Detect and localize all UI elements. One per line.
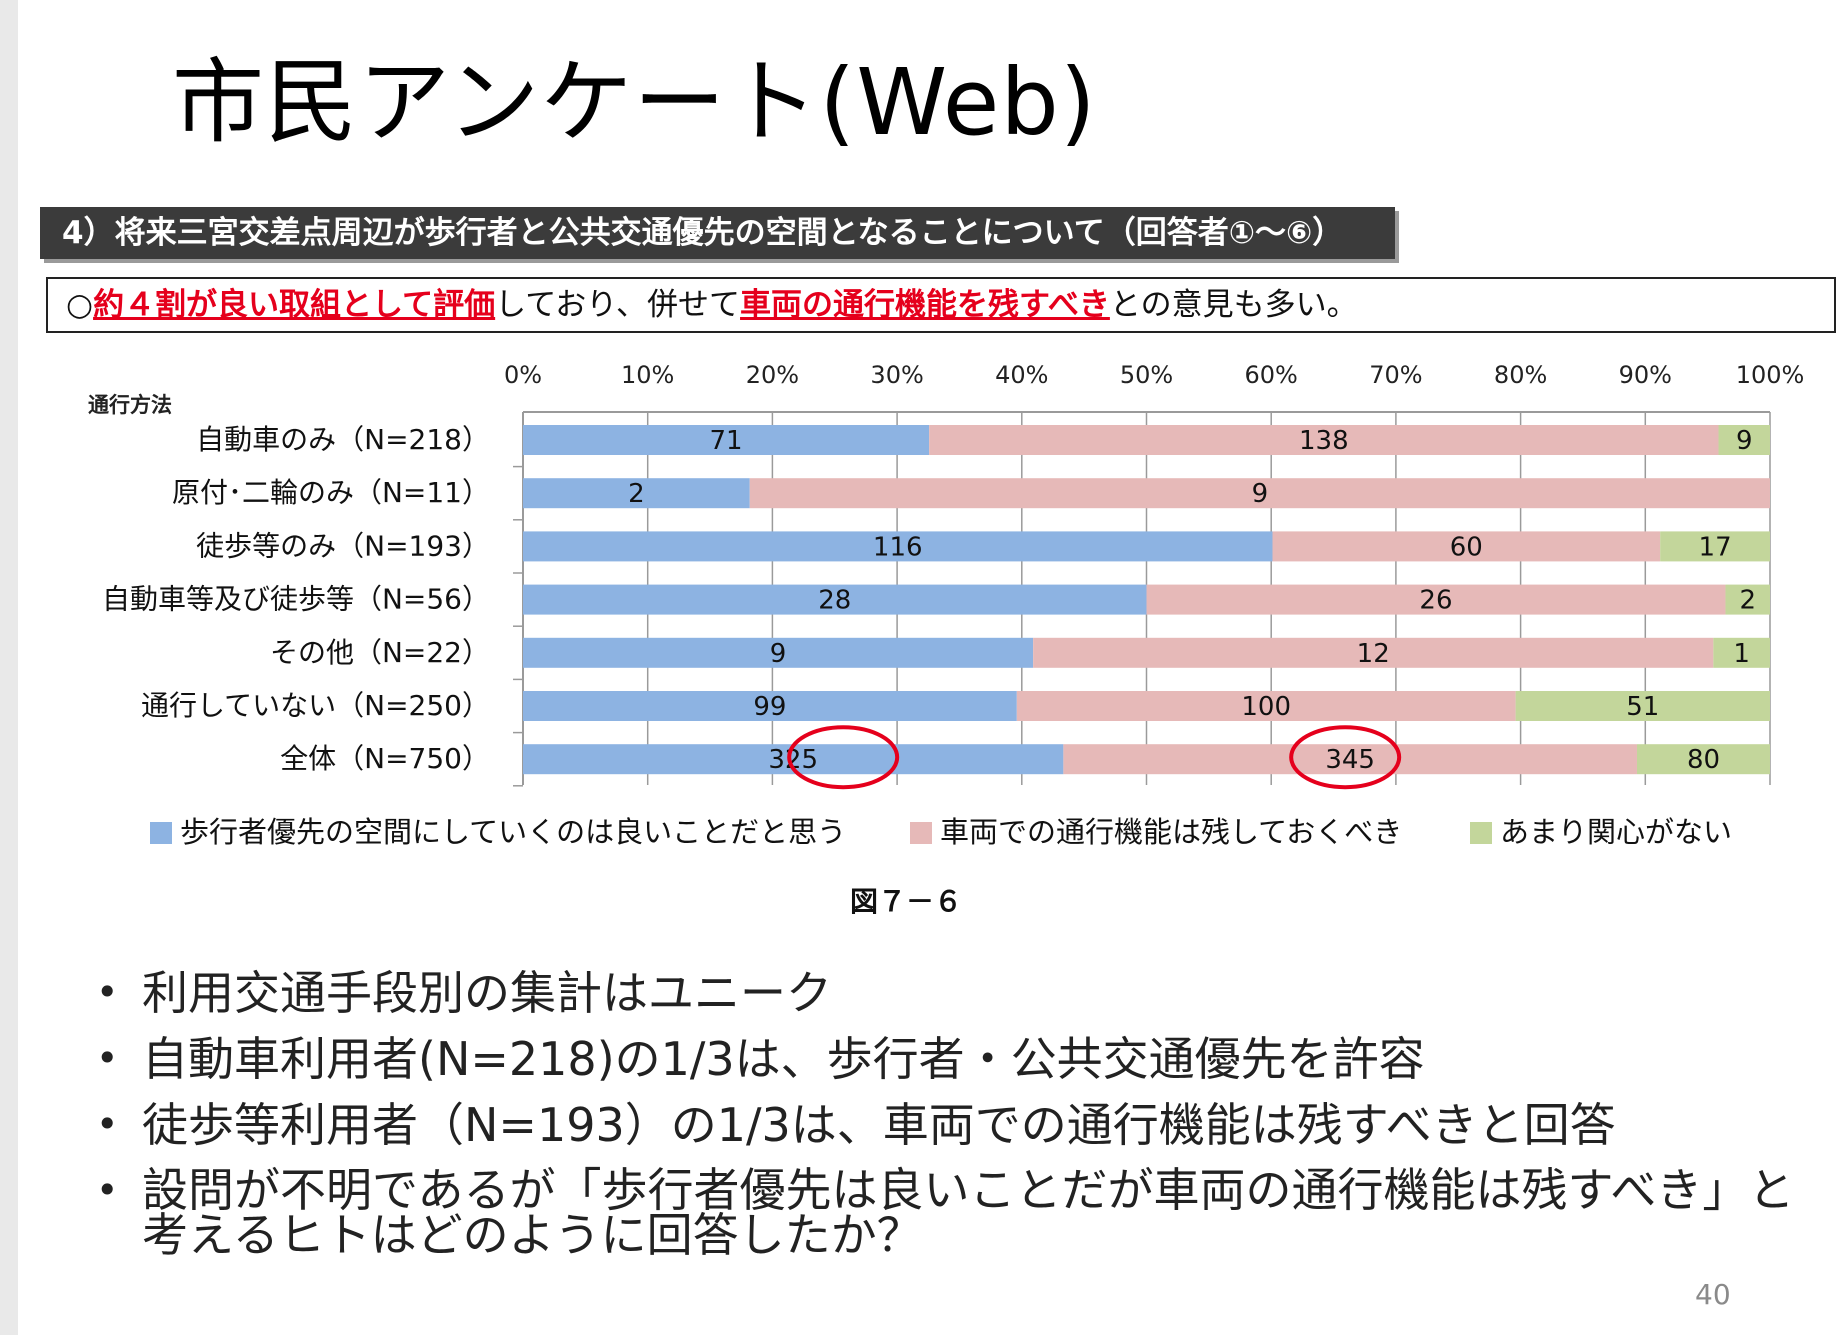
data-label: 71 xyxy=(710,426,743,456)
x-tick-label: 20% xyxy=(746,361,799,389)
data-label: 28 xyxy=(818,586,851,616)
x-tick-label: 10% xyxy=(621,361,674,389)
data-label: 17 xyxy=(1699,532,1732,562)
bullet-item: 利用交通手段別の集計はユニーク xyxy=(96,970,1796,1016)
category-label: 自動車等及び徒歩等（N=56） xyxy=(102,583,490,616)
data-label: 100 xyxy=(1241,692,1291,722)
category-label: 自動車のみ（N=218） xyxy=(196,423,490,456)
bullet-list: 利用交通手段別の集計はユニーク 自動車利用者(N=218)の1/3は、歩行者・公… xyxy=(96,970,1796,1278)
page-number: 40 xyxy=(1695,1278,1731,1311)
slide-left-edge xyxy=(0,0,18,1335)
bar-segment xyxy=(1146,584,1726,615)
bar-segment xyxy=(1725,584,1770,615)
section-heading: 4）将来三宮交差点周辺が歩行者と公共交通優先の空間となることについて（回答者①～… xyxy=(40,207,1395,259)
legend-swatch xyxy=(150,822,172,844)
bar-segment xyxy=(523,531,1273,562)
bar-segment xyxy=(1713,637,1770,668)
category-label: 原付･二輪のみ（N=11） xyxy=(172,476,490,509)
category-label: 全体（N=750） xyxy=(280,742,490,775)
x-tick-label: 90% xyxy=(1619,361,1672,389)
category-axis-title: 通行方法 xyxy=(88,393,172,417)
figure-label: 図７－６ xyxy=(850,885,963,918)
bar-segment xyxy=(749,478,1770,509)
x-tick-label: 40% xyxy=(995,361,1048,389)
bullet-item: 設問が不明であるが「歩行者優先は良いことだが車両の通行機能は残すべき」と考えるヒ… xyxy=(96,1167,1796,1258)
category-label: 通行していない（N=250） xyxy=(141,689,490,722)
bar-segment xyxy=(1033,637,1714,668)
x-tick-label: 30% xyxy=(870,361,923,389)
bar-segment xyxy=(523,584,1147,615)
data-label: 1 xyxy=(1733,639,1750,669)
data-label: 9 xyxy=(1736,426,1753,456)
data-label: 99 xyxy=(753,692,786,722)
data-label: 26 xyxy=(1419,586,1452,616)
bullet-item: 徒歩等利用者（N=193）の1/3は、車両での通行機能は残すべきと回答 xyxy=(96,1102,1796,1148)
data-label: 51 xyxy=(1626,692,1659,722)
legend-label: 車両での通行機能は残しておくべき xyxy=(940,815,1402,849)
highlight-circle xyxy=(1289,725,1402,790)
bar-segment xyxy=(523,478,750,509)
data-label: 116 xyxy=(873,532,923,562)
data-label: 2 xyxy=(1739,586,1756,616)
bar-segment xyxy=(523,691,1017,721)
summary-box: ○約４割が良い取組として評価しており、併せて車両の通行機能を残すべきとの意見も多… xyxy=(46,277,1836,333)
bar-segment xyxy=(1718,425,1770,455)
data-label: 138 xyxy=(1299,426,1349,456)
summary-highlight-2: 車両の通行機能を残すべき xyxy=(740,287,1110,323)
x-tick-label: 0% xyxy=(504,361,542,389)
data-label: 9 xyxy=(770,639,787,669)
x-tick-label: 100% xyxy=(1736,361,1805,389)
summary-mid: しており、併せて xyxy=(495,287,741,323)
category-label: その他（N=22） xyxy=(270,636,490,669)
summary-highlight-1: 約４割が良い取組として評価 xyxy=(93,287,496,323)
bar-segment xyxy=(1515,691,1770,721)
bar-segment xyxy=(523,425,930,455)
slide-title: 市民アンケート(Web) xyxy=(172,49,1097,156)
summary-suffix: との意見も多い。 xyxy=(1109,287,1358,323)
x-tick-label: 70% xyxy=(1369,361,1422,389)
x-tick-label: 80% xyxy=(1494,361,1547,389)
bar-segment xyxy=(523,637,1034,668)
bar-segment xyxy=(1016,691,1516,721)
legend-label: あまり関心がない xyxy=(1500,815,1732,849)
highlight-circle xyxy=(787,725,900,790)
x-tick-label: 50% xyxy=(1120,361,1173,389)
bar-segment xyxy=(1660,531,1770,562)
data-label: 345 xyxy=(1325,745,1375,775)
data-label: 9 xyxy=(1252,479,1269,509)
legend-swatch xyxy=(910,822,932,844)
data-label: 80 xyxy=(1687,745,1720,775)
legend-swatch xyxy=(1470,822,1492,844)
category-label: 徒歩等のみ（N=193） xyxy=(196,529,490,562)
bar-segment xyxy=(1272,531,1661,562)
bar-segment xyxy=(1636,744,1770,775)
summary-prefix: ○ xyxy=(66,287,94,323)
data-label: 12 xyxy=(1357,639,1390,669)
x-tick-label: 60% xyxy=(1245,361,1298,389)
data-label: 2 xyxy=(628,479,645,509)
data-label: 60 xyxy=(1450,532,1483,562)
bar-segment xyxy=(929,425,1719,455)
bar-segment xyxy=(1063,744,1637,775)
legend-label: 歩行者優先の空間にしていくのは良いことだと思う xyxy=(180,815,846,849)
bullet-item: 自動車利用者(N=218)の1/3は、歩行者・公共交通優先を許容 xyxy=(96,1036,1796,1082)
